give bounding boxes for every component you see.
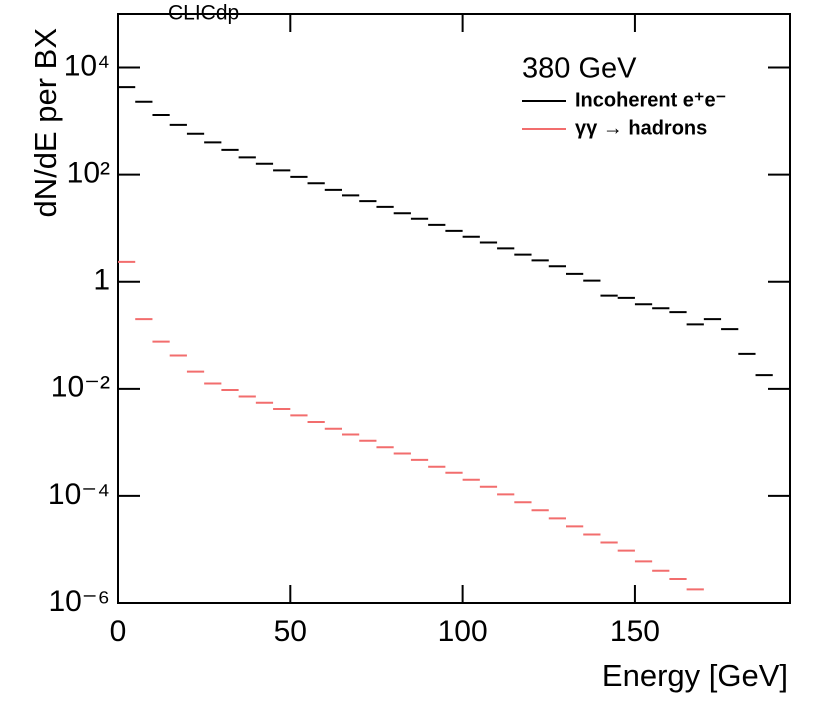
x-tick-label: 0 [110, 615, 127, 648]
annotation: 380 GeV [522, 53, 637, 85]
y-tick-label: 10⁻⁴ [48, 478, 110, 511]
plot-frame [117, 13, 791, 604]
y-tick-label: 10² [67, 157, 110, 190]
x-tick-label: 150 [610, 615, 660, 648]
chart-title: CLICdp [168, 2, 239, 25]
legend-label: Incoherent e⁺e⁻ [575, 89, 726, 111]
y-tick-label: 10⁻² [51, 371, 110, 404]
y-tick-label: 10⁻⁶ [48, 585, 110, 618]
y-tick-label: 1 [93, 264, 110, 297]
y-axis-label: dN/dE per BX [28, 28, 63, 218]
x-tick-label: 100 [438, 615, 488, 648]
x-tick-label: 50 [274, 615, 307, 648]
legend-label: γγ → hadrons [575, 117, 707, 139]
x-axis-label: Energy [GeV] [602, 658, 788, 693]
y-tick-label: 10⁴ [64, 49, 110, 82]
